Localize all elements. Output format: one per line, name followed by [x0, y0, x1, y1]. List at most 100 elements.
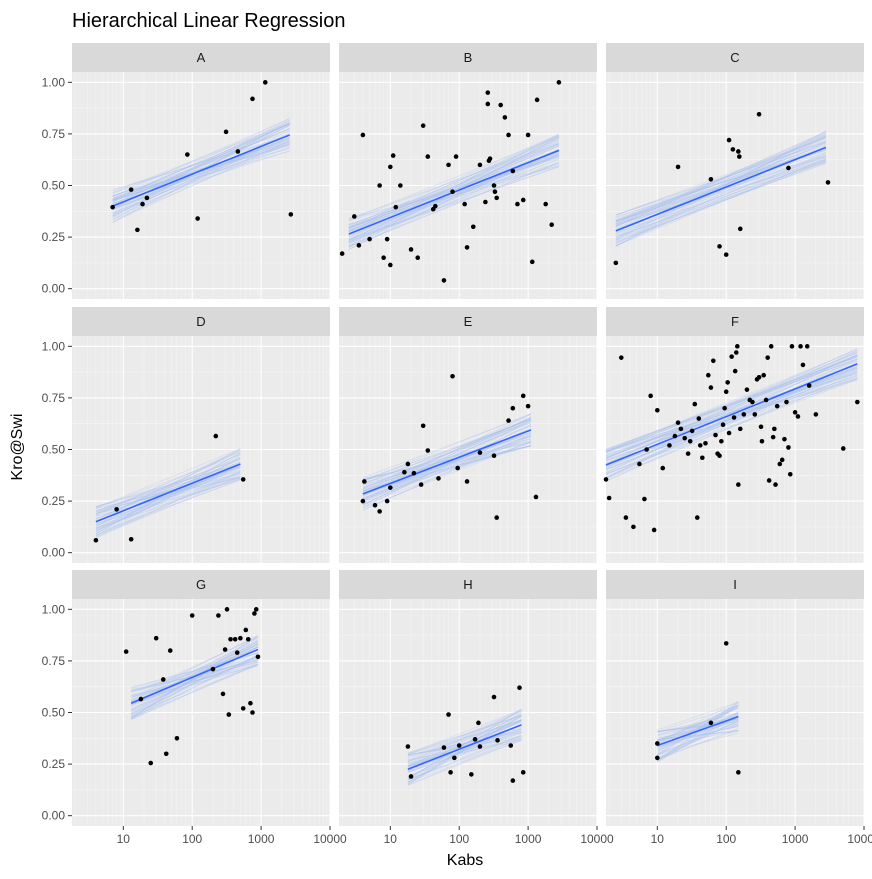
posterior-line: [362, 432, 532, 497]
data-point: [744, 387, 750, 392]
posterior-line: [657, 730, 739, 741]
data-point: [174, 735, 180, 741]
data-point: [855, 399, 860, 405]
data-point: [700, 455, 705, 461]
data-point: [464, 479, 470, 484]
posterior-line: [362, 439, 532, 491]
data-point: [729, 354, 734, 359]
posterior-line: [605, 359, 858, 451]
facet-strip-label: B: [464, 50, 473, 65]
posterior-line: [348, 134, 560, 232]
posterior-line: [348, 133, 560, 228]
posterior-line: [615, 163, 827, 238]
posterior-line: [407, 730, 522, 756]
regression-line: [130, 648, 259, 704]
data-point: [655, 741, 660, 746]
data-point: [384, 498, 390, 504]
posterior-line: [605, 372, 858, 452]
data-point: [708, 177, 714, 182]
posterior-line: [362, 424, 532, 508]
posterior-line: [130, 651, 259, 716]
data-point: [685, 451, 691, 456]
posterior-line: [407, 715, 522, 785]
posterior-line: [657, 725, 739, 755]
data-point: [725, 380, 730, 385]
data-point: [477, 162, 483, 168]
data-point: [476, 720, 481, 726]
posterior-line: [615, 156, 827, 225]
data-point: [148, 760, 154, 766]
data-point: [420, 423, 426, 429]
posterior-line: [605, 349, 858, 452]
posterior-line: [615, 156, 827, 236]
data-point: [708, 720, 714, 726]
posterior-line: [657, 704, 739, 733]
posterior-line: [605, 352, 858, 452]
data-point: [719, 438, 724, 444]
data-point: [477, 744, 483, 749]
posterior-line: [112, 141, 290, 214]
posterior-line: [362, 433, 532, 511]
posterior-line: [362, 418, 532, 485]
data-point: [160, 677, 166, 682]
posterior-line: [657, 701, 739, 756]
posterior-line: [407, 716, 522, 783]
posterior-line: [615, 161, 827, 234]
facet-strip-label: H: [463, 577, 472, 592]
posterior-line: [657, 704, 739, 745]
data-point: [456, 743, 462, 748]
data-point: [123, 649, 129, 654]
posterior-line: [130, 644, 259, 707]
posterior-line: [605, 372, 858, 451]
posterior-line: [615, 159, 827, 226]
data-point: [93, 538, 99, 543]
data-point: [731, 415, 737, 420]
posterior-line: [95, 467, 241, 529]
data-point: [483, 199, 488, 205]
data-point: [492, 189, 498, 194]
data-point: [189, 613, 195, 618]
data-point: [515, 201, 520, 207]
facet-panel-A: A 0.00 0.25 0.50 0.75 1.00: [42, 43, 331, 299]
data-point: [398, 183, 403, 188]
posterior-line: [362, 419, 532, 482]
posterior-line: [605, 374, 858, 469]
posterior-line: [605, 360, 858, 458]
posterior-line: [605, 351, 858, 459]
posterior-line: [657, 706, 739, 753]
posterior-line: [615, 132, 827, 226]
posterior-line: [348, 138, 560, 232]
data-point: [786, 165, 791, 171]
posterior-line: [657, 704, 739, 762]
data-point: [351, 214, 357, 219]
y-axis-title: Kro@Swi: [9, 414, 26, 481]
posterior-line: [657, 715, 739, 741]
posterior-line: [407, 714, 522, 755]
posterior-line: [95, 458, 241, 515]
data-point: [185, 152, 190, 157]
posterior-line: [95, 464, 241, 532]
posterior-line: [348, 165, 560, 226]
data-point: [485, 101, 491, 107]
posterior-line: [112, 123, 290, 206]
data-point: [787, 471, 793, 477]
data-point: [720, 422, 726, 428]
posterior-line: [131, 664, 259, 715]
data-point: [520, 197, 526, 203]
data-point: [255, 654, 261, 660]
data-point: [798, 344, 803, 349]
data-point: [262, 80, 268, 85]
data-point: [110, 204, 115, 210]
posterior-line: [95, 477, 241, 529]
posterior-line: [131, 658, 259, 705]
posterior-line: [615, 135, 827, 224]
data-point: [388, 164, 393, 170]
facet-panel-E: E: [339, 307, 598, 563]
posterior-line: [362, 420, 532, 509]
posterior-line: [605, 368, 858, 476]
posterior-line: [615, 133, 827, 241]
posterior-line: [130, 636, 259, 711]
posterior-line: [657, 714, 739, 743]
data-point: [216, 613, 221, 618]
posterior-line: [95, 463, 241, 507]
